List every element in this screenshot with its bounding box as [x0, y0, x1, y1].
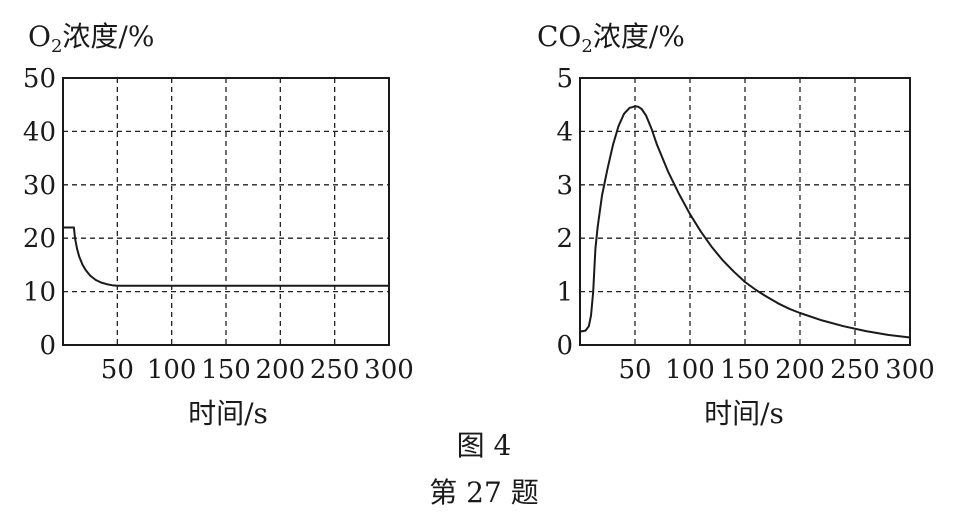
o2-ytick-50: 50: [23, 64, 56, 94]
o2-xtick-200: 200: [256, 355, 306, 385]
co2-xtick-200: 200: [775, 355, 825, 385]
o2-ytick-30: 30: [23, 171, 56, 201]
co2-chart: CO2浓度/% 0 1 2 3 4 5 50 100 150 200 250 300 时间/s: [537, 20, 935, 430]
co2-grid: [580, 78, 910, 345]
figure-caption: 图 4: [457, 429, 512, 462]
o2-x-ticks: 50 100 150 200 250 300: [101, 355, 414, 385]
question-caption: 第 27 题: [429, 476, 538, 509]
o2-ytick-10: 10: [23, 278, 56, 308]
o2-y-ticks: 0 10 20 30 40 50: [23, 64, 56, 361]
o2-xtick-100: 100: [147, 355, 197, 385]
o2-xlabel: 时间/s: [188, 397, 268, 430]
co2-xtick-300: 300: [885, 355, 935, 385]
co2-ytick-0: 0: [556, 331, 573, 361]
o2-ytick-20: 20: [23, 224, 56, 254]
o2-ytick-0: 0: [39, 331, 56, 361]
co2-xlabel: 时间/s: [704, 397, 784, 430]
o2-curve: [62, 226, 390, 287]
o2-xtick-150: 150: [201, 355, 251, 385]
co2-ylabel: CO2浓度/%: [537, 20, 685, 57]
co2-ytick-3: 3: [556, 171, 573, 201]
co2-xtick-100: 100: [665, 355, 715, 385]
o2-ylabel: O2浓度/%: [28, 20, 154, 57]
o2-xtick-50: 50: [101, 355, 134, 385]
o2-ylabel-sub: 2: [51, 36, 62, 57]
co2-ytick-1: 1: [556, 278, 573, 308]
o2-chart: O2浓度/% 0 10 20 30 40 50 50 100 150 200 250 300 时间/…: [23, 20, 414, 430]
co2-xtick-50: 50: [618, 355, 651, 385]
co2-ytick-2: 2: [556, 224, 573, 254]
o2-xtick-300: 300: [364, 355, 414, 385]
co2-x-ticks: 50 100 150 200 250 300: [618, 355, 934, 385]
o2-ytick-40: 40: [23, 117, 56, 147]
o2-grid: [63, 78, 389, 345]
co2-ylabel-sub: 2: [581, 36, 592, 57]
o2-xtick-250: 250: [310, 355, 360, 385]
co2-plot-frame: [579, 77, 911, 346]
co2-ytick-5: 5: [556, 64, 573, 94]
co2-y-ticks: 0 1 2 3 4 5: [556, 64, 573, 361]
o2-plot-frame: [62, 77, 390, 346]
co2-curve: [579, 105, 911, 339]
co2-xtick-250: 250: [830, 355, 880, 385]
co2-xtick-150: 150: [720, 355, 770, 385]
co2-ytick-4: 4: [556, 117, 573, 147]
